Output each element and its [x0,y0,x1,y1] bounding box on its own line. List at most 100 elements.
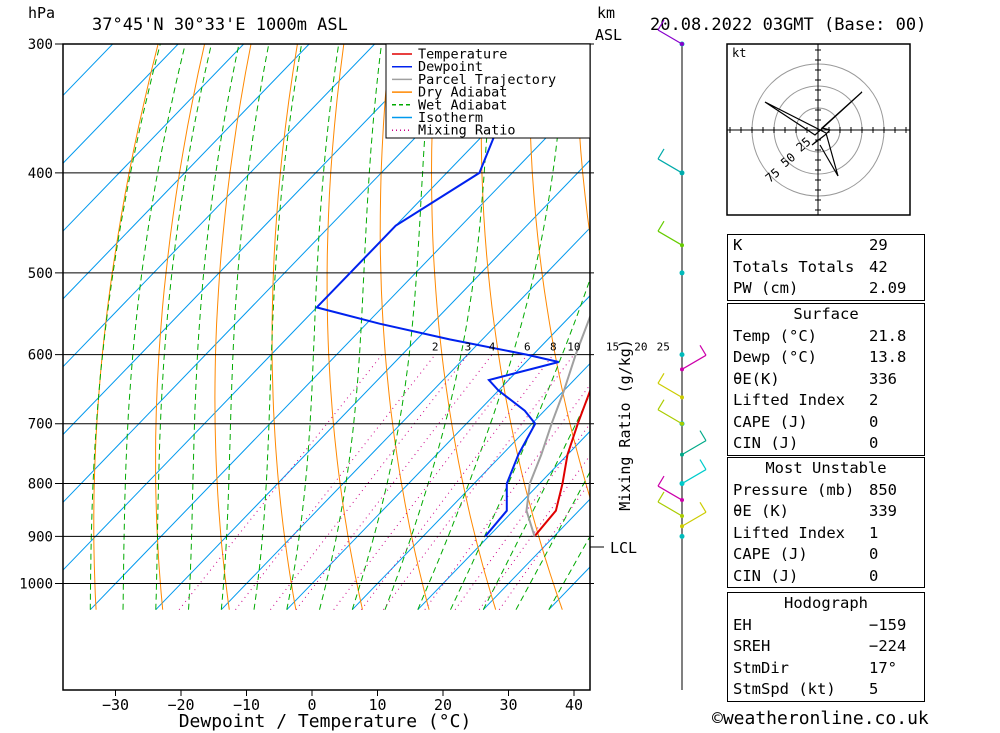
isotherm-line [351,362,590,611]
table-row: θE (K) 339 [728,501,924,523]
mixing-ratio-label: 6 [524,341,531,354]
table-row: θE(K) 336 [728,369,924,391]
row-label: CIN (J) [733,566,799,585]
mixing-ratio-label: 20 [634,341,647,354]
wet-adiabat [188,44,240,610]
isotherm-line [155,159,590,611]
row-label: PW (cm) [733,279,799,297]
row-value: 0 [869,412,879,431]
wind-barb-flag [657,148,665,160]
row-value: 17° [869,658,897,677]
legend-label: Dry Adiabat [418,85,507,101]
row-label: SREH [733,637,771,655]
wet-adiabat [220,44,270,610]
isotherm-line [63,44,310,300]
mixing-ratio-label: 4 [489,341,496,354]
isotherm-line [63,44,376,368]
profile-series [314,59,590,537]
dry-adiabat [480,44,563,610]
row-value: 2 [869,391,879,409]
isotherm-line [220,227,590,611]
pressure-lines [55,43,594,585]
table-row: CIN (J) 0 [728,433,924,455]
wind-dot [680,170,684,175]
row-label: StmSpd (kt) [733,680,836,698]
wet-adiabat [417,44,567,610]
axis-labels: 300 400 500 600 700 800 900 1000 −30 −20 −10 0 10 20 3… [19,37,670,714]
legend-label: Dewpoint [418,59,483,75]
row-label: Pressure (mb) [733,480,855,499]
table-row: CIN (J) 0 [728,566,924,588]
dry-adiabat [947,44,1000,610]
km-marker [679,533,685,539]
km-marker [679,270,685,276]
wet-adiabat [155,44,212,610]
hodograph-table: Hodograph EH −159 SREH −224 StmDir 17° StmSpd … [727,592,925,702]
pressure-tick-label: 900 [28,529,53,545]
mixing-ratio-label: 10 [567,341,580,354]
row-value: 13.8 [869,348,907,366]
row-value: 2.09 [869,279,907,297]
wind-dot [680,513,684,518]
row-value: 0 [869,434,879,452]
dry-adiabat [994,44,1000,610]
row-value: −224 [869,637,907,655]
row-label: CAPE (J) [733,412,808,431]
row-value: 0 [869,566,879,585]
row-label: θE(K) [733,369,780,388]
isotherm-line [63,44,245,232]
copyright[interactable]: ©weatheronline.co.uk [712,708,929,729]
series-dewpoint [314,59,590,537]
asl-label: ASL [595,26,622,44]
mixing-ratio-label: 8 [550,341,557,354]
wet-adiabat [450,277,590,610]
wind-barb-flag [657,475,665,487]
legend-label: Parcel Trajectory [418,72,556,88]
pressure-tick-label: 1000 [19,577,53,593]
wind-barb [681,440,707,456]
table-row: SREH −224 [728,636,924,658]
location-title: 37°45'N 30°33'E 1000m ASL [92,15,348,35]
mixing-ratio-line [424,384,590,610]
wet-adiabat [286,44,340,610]
pressure-unit: hPa [28,4,55,22]
legend-label: Temperature [418,47,507,63]
pressure-tick-label: 700 [28,417,53,433]
wind-barb [681,354,707,370]
pressure-tick-label: 400 [28,166,53,182]
wet-adiabat [384,44,494,610]
row-label: Totals Totals [733,257,855,276]
table-row: K 29 [728,235,924,257]
table-row: CAPE (J) 0 [728,412,924,434]
pressure-tick-label: 600 [28,348,53,364]
row-value: 336 [869,369,897,388]
series-temperature [533,388,590,537]
legend-label: Isotherm [418,110,483,126]
dry-adiabat [326,44,363,610]
wind-barb [657,230,683,246]
wet-adiabat [122,44,186,610]
legend-label: Wet Adiabat [418,97,507,113]
mixing-ratio-title: Mixing Ratio (g/kg) [616,339,634,511]
plot-frame [62,43,591,691]
row-label: K [733,236,743,254]
surface-title: Surface [728,303,924,326]
table-row: Lifted Index 1 [728,523,924,545]
x-axis-title: Dewpoint / Temperature (°C) [179,711,472,732]
row-label: Temp (°C) [733,326,817,345]
wind-dot [680,524,684,529]
table-row: StmDir 17° [728,658,924,680]
row-label: Lifted Index [733,523,845,542]
row-value: 42 [869,257,888,276]
table-row: Dewp (°C) 13.8 [728,347,924,369]
row-value: −159 [869,615,907,634]
isotherm-line [63,44,179,164]
row-label: Lifted Index [733,391,845,409]
row-label: Dewp (°C) [733,348,817,366]
wind-barb [657,29,683,45]
wind-barb-flag [657,373,665,384]
row-value: 1 [869,523,879,542]
